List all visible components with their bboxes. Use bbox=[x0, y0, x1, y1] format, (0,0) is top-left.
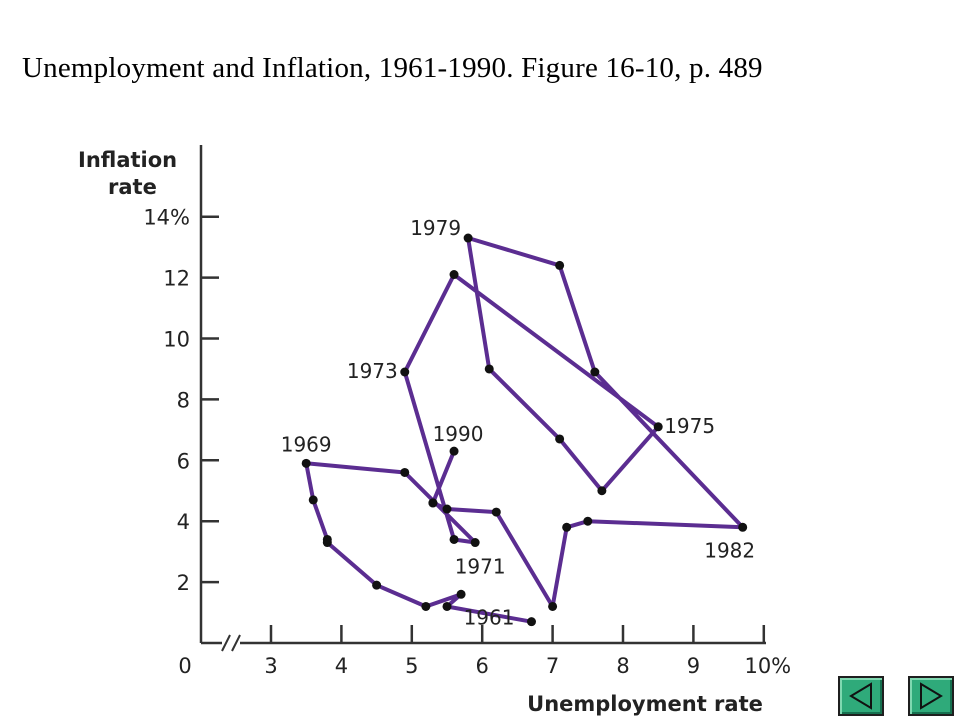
x-tick-label: 5 bbox=[405, 654, 418, 678]
y-axis-title: Inflation rate bbox=[78, 148, 177, 199]
data-point-1973 bbox=[400, 367, 410, 377]
data-point-1975 bbox=[653, 422, 663, 432]
y-tick-label: 6 bbox=[177, 449, 190, 473]
data-point-1990 bbox=[449, 446, 459, 456]
data-point-1977 bbox=[555, 434, 565, 444]
data-point-1982 bbox=[738, 522, 748, 532]
year-label-1969: 1969 bbox=[281, 432, 332, 456]
year-label-1973: 1973 bbox=[347, 359, 398, 383]
y-tick-label: 12 bbox=[163, 267, 190, 291]
data-point-1978 bbox=[484, 364, 494, 374]
data-point-1986 bbox=[491, 507, 501, 517]
data-point-1980 bbox=[555, 260, 565, 270]
x-tick-label: 3 bbox=[264, 654, 277, 678]
year-label-1982: 1982 bbox=[704, 538, 755, 562]
chart-axes: 0 2 4 6 8 10 12 14% 3 4 5 6 7 8 9 10% Inflation rate Unemp… bbox=[78, 145, 791, 716]
y-tick-label: 14% bbox=[143, 206, 190, 230]
x-tick-label: 10% bbox=[744, 654, 791, 678]
data-point-1965 bbox=[372, 580, 382, 590]
year-labels: 1961 1969 1971 1973 1975 1979 1982 1990 bbox=[281, 216, 755, 630]
data-point-1963 bbox=[456, 589, 466, 599]
y-tick-label: 0 bbox=[178, 654, 191, 678]
data-point-1972 bbox=[449, 534, 459, 544]
data-point-1979 bbox=[463, 233, 473, 243]
triangle-right-icon bbox=[920, 682, 943, 710]
x-tick-label: 6 bbox=[476, 654, 489, 678]
data-point-1984 bbox=[562, 522, 572, 532]
year-label-1990: 1990 bbox=[433, 422, 484, 446]
data-point-1962 bbox=[442, 601, 452, 611]
y-tick-label: 10 bbox=[163, 328, 190, 352]
y-tick-label: 2 bbox=[177, 571, 190, 595]
triangle-left-icon bbox=[849, 682, 872, 710]
data-point-1976 bbox=[597, 486, 607, 496]
x-tick-label: 4 bbox=[335, 654, 348, 678]
data-point-1968 bbox=[308, 495, 318, 505]
data-point-1989 bbox=[428, 498, 438, 508]
data-point-1971 bbox=[470, 538, 480, 548]
y-tick-label: 8 bbox=[177, 388, 190, 412]
data-point-1961 bbox=[526, 617, 536, 627]
year-label-1979: 1979 bbox=[410, 216, 461, 240]
x-tick-label: 7 bbox=[546, 654, 559, 678]
data-point-1970 bbox=[400, 467, 410, 477]
year-label-1961: 1961 bbox=[464, 606, 515, 630]
data-point-1964 bbox=[421, 601, 431, 611]
next-slide-button[interactable] bbox=[908, 676, 954, 716]
slide-title: Unemployment and Inflation, 1961-1990. F… bbox=[22, 52, 763, 84]
axis-break-mark bbox=[231, 634, 241, 652]
year-label-1971: 1971 bbox=[455, 555, 506, 579]
data-point-1974 bbox=[449, 270, 459, 280]
data-point-1985 bbox=[548, 601, 558, 611]
data-point-1981 bbox=[590, 367, 600, 377]
data-point-1987 bbox=[442, 504, 452, 514]
data-point-markers bbox=[301, 233, 748, 627]
previous-slide-button[interactable] bbox=[838, 676, 884, 716]
x-tick-label: 9 bbox=[687, 654, 700, 678]
x-axis-title: Unemployment rate bbox=[527, 692, 763, 716]
data-point-1969 bbox=[301, 458, 311, 468]
year-label-1975: 1975 bbox=[664, 414, 715, 438]
x-tick-label: 8 bbox=[616, 654, 629, 678]
axis-break-mark bbox=[221, 634, 231, 652]
data-point-1967 bbox=[322, 534, 332, 544]
data-point-1983 bbox=[583, 516, 593, 526]
y-tick-label: 4 bbox=[177, 510, 190, 534]
